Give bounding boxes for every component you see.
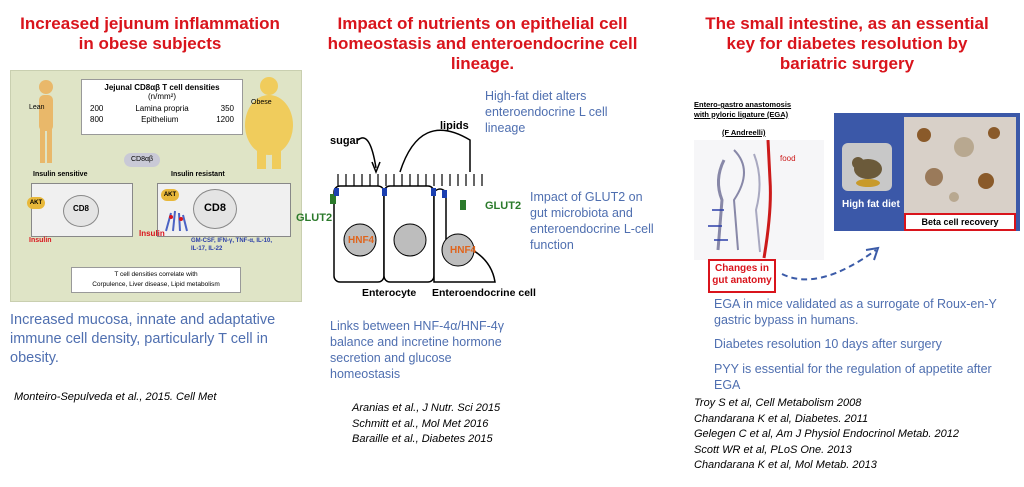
col2-title: Impact of nutrients on epithelial cell h… (327, 14, 638, 73)
glut2-label-right: GLUT2 (485, 200, 522, 212)
mouse-icon (852, 157, 882, 187)
hnf-label-right: HNF4 (450, 245, 477, 256)
cytokines-label: GM-CSF, IFN-γ, TNF-α, IL-10, IL-17, IL-2… (191, 238, 273, 252)
cell-diagram (330, 129, 496, 283)
table-row: 200 Lamina propria 350 (90, 104, 234, 113)
col3-references: Troy S et al, Cell Metabolism 2008 Chand… (694, 397, 959, 471)
col3-title: The small intestine, as an essential key… (705, 14, 989, 73)
histology-image (904, 117, 1016, 213)
table-row: 800 Epithelium 1200 (90, 115, 234, 124)
mouse-image (842, 143, 892, 191)
insulin-label-right: Insulin (139, 229, 165, 238)
cd8-cell-left: CD8 (63, 195, 99, 227)
food-label: food (780, 154, 796, 163)
hnf-label-left: HNF4 (348, 235, 375, 246)
lean-person-icon (39, 80, 53, 163)
ega-validation-text: EGA in mice validated as a surrogate of … (714, 297, 997, 327)
cd8-cell-right: CD8 (193, 189, 237, 229)
col1-description: Increased mucosa, innate and adaptative … (10, 312, 276, 366)
cd8ab-badge: CD8αβ (124, 153, 160, 167)
insulin-label-left: Insulin (29, 237, 52, 244)
insulin-resistant-label: Insulin resistant (171, 171, 225, 178)
sugar-label: sugar (330, 135, 360, 147)
akt-badge-left: AKT (27, 197, 45, 209)
density-table: Jejunal CD8αβ T cell densities (n/mm²) 2… (81, 79, 243, 135)
note-glut2: Impact of GLUT2 on gut microbiota and en… (530, 190, 654, 252)
obese-person-icon (245, 77, 293, 169)
col2-references: Aranias et al., J Nutr. Sci 2015 Schmitt… (352, 402, 501, 445)
glut2-label-left: GLUT2 (296, 212, 333, 224)
lean-label: Lean (29, 104, 45, 111)
insulin-sensitive-label: Insulin sensitive (33, 171, 88, 178)
ega-anatomy-sketch (694, 140, 824, 260)
enterocyte-label: Enterocyte (362, 287, 417, 299)
col1-reference: Monteiro-Sepulveda et al., 2015. Cell Me… (14, 391, 217, 403)
diabetes-resolution-text: Diabetes resolution 10 days after surger… (714, 337, 942, 351)
akt-badge-right: AKT (161, 189, 179, 201)
correlation-box: T cell densities correlate with Corpulen… (71, 267, 241, 293)
ega-author: (F Andreelli) (722, 128, 766, 137)
high-fat-label: High fat diet (842, 199, 900, 210)
beta-recovery-box: Beta cell recovery (904, 213, 1016, 231)
receptor-icon (165, 210, 188, 232)
col1-title: Increased jejunum inflammation in obese … (20, 14, 280, 53)
enteroendocrine-label: Enteroendocrine cell (432, 287, 536, 299)
note-hnf: Links between HNF-4α/HNF-4γ balance and … (330, 319, 504, 381)
beta-cell-panel: High fat diet Beta cell recovery (834, 113, 1020, 231)
histology-icon (917, 127, 1000, 202)
obese-label: Obese (251, 99, 272, 106)
note-high-fat: High-fat diet alters enteroendocrine L c… (485, 89, 608, 135)
changes-box: Changes in gut anatomy (708, 259, 776, 293)
pyy-text: PYY is essential for the regulation of a… (714, 362, 992, 392)
dashed-arrow (781, 246, 880, 281)
lipids-label: lipids (440, 120, 469, 132)
jejunum-figure: Lean Obese Jejunal CD8αβ T cell densitie… (10, 70, 302, 302)
ega-caption: Entero-gastro anastomosis with pyloric l… (694, 100, 792, 119)
